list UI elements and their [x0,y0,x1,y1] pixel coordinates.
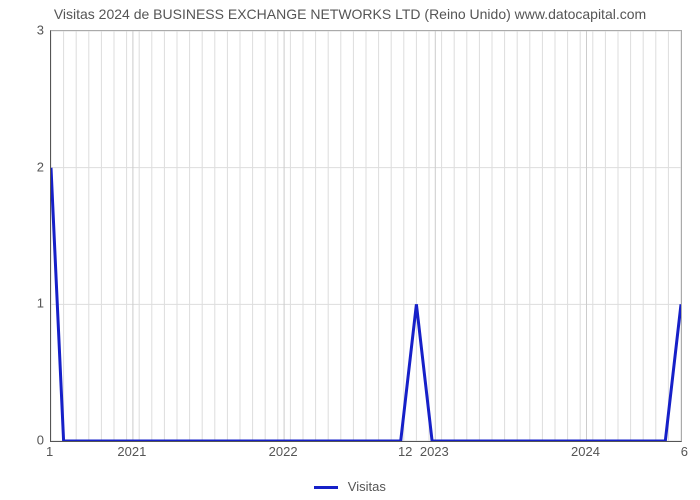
plot-area [50,30,682,442]
ytick-1: 1 [37,296,44,311]
chart-title: Visitas 2024 de BUSINESS EXCHANGE NETWOR… [0,6,700,22]
plot-svg [51,31,681,441]
axis-end-label: 6 [681,444,688,459]
xtick-2023: 2023 [420,444,449,459]
axis-mid-label: 12 [398,444,412,459]
ytick-0: 0 [37,433,44,448]
ytick-3: 3 [37,23,44,38]
axis-start-label: 1 [46,444,53,459]
legend: Visitas [0,479,700,494]
legend-label: Visitas [348,479,386,494]
ytick-2: 2 [37,160,44,175]
xtick-2024: 2024 [571,444,600,459]
xtick-2021: 2021 [117,444,146,459]
legend-swatch [314,486,338,489]
xtick-2022: 2022 [269,444,298,459]
